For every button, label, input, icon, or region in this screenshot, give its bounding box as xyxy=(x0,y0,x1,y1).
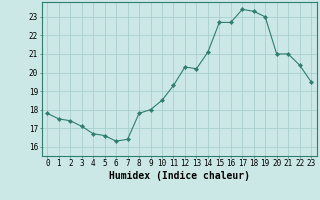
X-axis label: Humidex (Indice chaleur): Humidex (Indice chaleur) xyxy=(109,171,250,181)
